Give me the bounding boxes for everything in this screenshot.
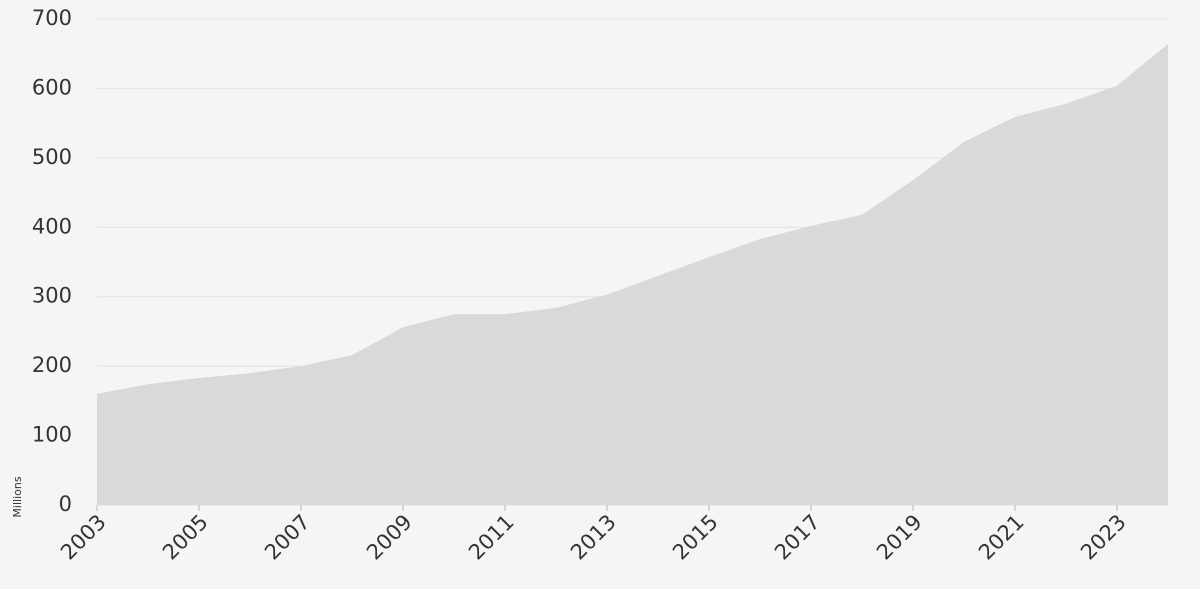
y-tick-label: 300 [32,284,72,308]
y-tick-label: 0 [59,492,72,516]
y-tick-label: 700 [32,6,72,30]
y-tick-label: 600 [32,75,72,99]
area [97,43,1168,505]
y-tick-label: 500 [32,145,72,169]
y-axis-label: Millions [11,476,24,517]
y-tick-label: 200 [32,353,72,377]
y-tick-label: 100 [32,423,72,447]
y-tick-label: 400 [32,214,72,238]
